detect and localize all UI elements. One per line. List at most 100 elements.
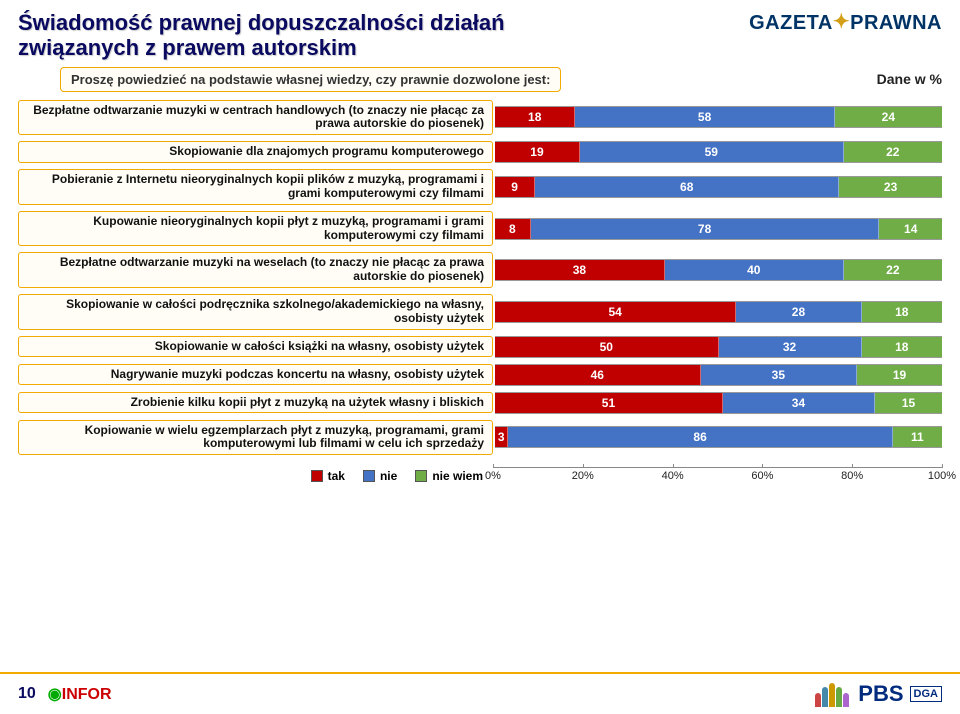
x-axis: 0%20%40%60%80%100% [493, 467, 942, 485]
chart-row: Kupowanie nieoryginalnych kopii płyt z m… [18, 211, 942, 247]
row-label-col: Kupowanie nieoryginalnych kopii płyt z m… [18, 211, 493, 247]
title-line-2: związanych z prawem autorskim [18, 35, 357, 60]
chart-row: Bezpłatne odtwarzanie muzyki w centrach … [18, 100, 942, 136]
row-label: Skopiowanie dla znajomych programu kompu… [18, 141, 493, 163]
brand-accent-icon: ✦ [833, 9, 850, 34]
chart-row: Skopiowanie w całości książki na własny,… [18, 336, 942, 358]
row-label-col: Pobieranie z Internetu nieoryginalnych k… [18, 169, 493, 205]
header: Świadomość prawnej dopuszczalności dział… [0, 0, 960, 61]
bar-segment: 54 [495, 302, 736, 322]
page-title: Świadomość prawnej dopuszczalności dział… [18, 10, 505, 61]
row-bar-col: 503218 [493, 336, 942, 358]
axis-tick: 80% [841, 468, 863, 482]
question-prompt: Proszę powiedzieć na podstawie własnej w… [60, 67, 561, 92]
chart-row: Bezpłatne odtwarzanie muzyki na weselach… [18, 252, 942, 288]
row-label: Kupowanie nieoryginalnych kopii płyt z m… [18, 211, 493, 247]
row-bar-col: 463519 [493, 364, 942, 386]
stacked-bar: 542818 [495, 301, 942, 323]
legend-swatch [311, 470, 323, 482]
bar-segment: 23 [839, 177, 942, 197]
bar-segment: 50 [495, 337, 719, 357]
infor-text: INFOR [62, 686, 112, 703]
subtitle-row: Proszę powiedzieć na podstawie własnej w… [0, 61, 960, 96]
chart-row: Kopiowanie w wielu egzemplarzach płyt z … [18, 420, 942, 456]
bar-segment: 46 [495, 365, 701, 385]
bar-segment: 22 [844, 260, 942, 280]
brand-word-a: GAZETA [749, 12, 833, 34]
dga-badge: DGA [910, 686, 942, 702]
row-label: Kopiowanie w wielu egzemplarzach płyt z … [18, 420, 493, 456]
chart-row: Nagrywanie muzyki podczas koncertu na wł… [18, 364, 942, 386]
row-label-col: Bezpłatne odtwarzanie muzyki w centrach … [18, 100, 493, 136]
row-label-col: Nagrywanie muzyki podczas koncertu na wł… [18, 364, 493, 386]
bar-segment: 15 [875, 393, 942, 413]
row-bar-col: 384022 [493, 252, 942, 288]
stacked-bar: 195922 [495, 141, 942, 163]
row-label-col: Zrobienie kilku kopii płyt z muzyką na u… [18, 392, 493, 414]
title-block: Świadomość prawnej dopuszczalności dział… [18, 10, 505, 61]
legend-item: nie wiem [415, 469, 483, 483]
axis-tick: 60% [751, 468, 773, 482]
row-label: Zrobienie kilku kopii płyt z muzyką na u… [18, 392, 493, 414]
brand-logo: GAZETA✦PRAWNA [749, 10, 942, 35]
row-label: Bezpłatne odtwarzanie muzyki w centrach … [18, 100, 493, 136]
legend-swatch [363, 470, 375, 482]
bar-segment: 19 [857, 365, 942, 385]
chart-row: Skopiowanie w całości podręcznika szkoln… [18, 294, 942, 330]
stacked-bar: 96823 [495, 176, 942, 198]
stacked-bar: 384022 [495, 259, 942, 281]
bar-segment: 40 [665, 260, 844, 280]
row-label-col: Skopiowanie dla znajomych programu kompu… [18, 141, 493, 163]
stacked-bar: 503218 [495, 336, 942, 358]
axis-tick: 0% [485, 468, 501, 482]
bar-segment: 18 [862, 302, 942, 322]
bar-segment: 11 [893, 427, 942, 447]
page-number: 10 [18, 685, 36, 703]
bar-segment: 86 [508, 427, 892, 447]
stacked-bar: 38611 [495, 426, 942, 448]
bar-segment: 28 [736, 302, 861, 322]
bar-segment: 8 [495, 219, 531, 239]
stacked-bar: 185824 [495, 106, 942, 128]
infor-logo: ◉INFOR [48, 684, 112, 704]
row-label: Pobieranie z Internetu nieoryginalnych k… [18, 169, 493, 205]
bar-segment: 18 [495, 107, 575, 127]
row-label: Skopiowanie w całości książki na własny,… [18, 336, 493, 358]
row-label-col: Bezpłatne odtwarzanie muzyki na weselach… [18, 252, 493, 288]
chart-row: Zrobienie kilku kopii płyt z muzyką na u… [18, 392, 942, 414]
legend-item: nie [363, 469, 397, 483]
row-label-col: Skopiowanie w całości podręcznika szkoln… [18, 294, 493, 330]
row-label: Nagrywanie muzyki podczas koncertu na wł… [18, 364, 493, 386]
row-label-col: Kopiowanie w wielu egzemplarzach płyt z … [18, 420, 493, 456]
legend-swatch [415, 470, 427, 482]
legend-label: nie wiem [432, 469, 483, 483]
row-bar-col: 38611 [493, 420, 942, 456]
stacked-bar: 463519 [495, 364, 942, 386]
infor-dot-icon: ◉ [48, 686, 62, 703]
bar-segment: 14 [879, 219, 942, 239]
bar-segment: 22 [844, 142, 942, 162]
bar-segment: 18 [862, 337, 942, 357]
axis-tick: 100% [928, 468, 956, 482]
bar-segment: 59 [580, 142, 844, 162]
bar-segment: 78 [531, 219, 880, 239]
bar-segment: 35 [701, 365, 857, 385]
chart-row: Pobieranie z Internetu nieoryginalnych k… [18, 169, 942, 205]
bar-segment: 32 [719, 337, 862, 357]
title-line-1: Świadomość prawnej dopuszczalności dział… [18, 10, 505, 35]
bar-segment: 51 [495, 393, 723, 413]
footer-left: 10 ◉INFOR [18, 684, 112, 704]
bar-segment: 38 [495, 260, 665, 280]
people-icon [812, 681, 852, 707]
bar-segment: 58 [575, 107, 834, 127]
bar-segment: 19 [495, 142, 580, 162]
pbs-text: PBS [858, 681, 903, 707]
chart: Bezpłatne odtwarzanie muzyki w centrach … [0, 96, 960, 456]
row-bar-col: 195922 [493, 141, 942, 163]
footer: 10 ◉INFOR PBS DGA [0, 672, 960, 714]
stacked-bar: 87814 [495, 218, 942, 240]
chart-row: Skopiowanie dla znajomych programu kompu… [18, 141, 942, 163]
legend-item: tak [311, 469, 345, 483]
row-label: Bezpłatne odtwarzanie muzyki na weselach… [18, 252, 493, 288]
row-bar-col: 87814 [493, 211, 942, 247]
